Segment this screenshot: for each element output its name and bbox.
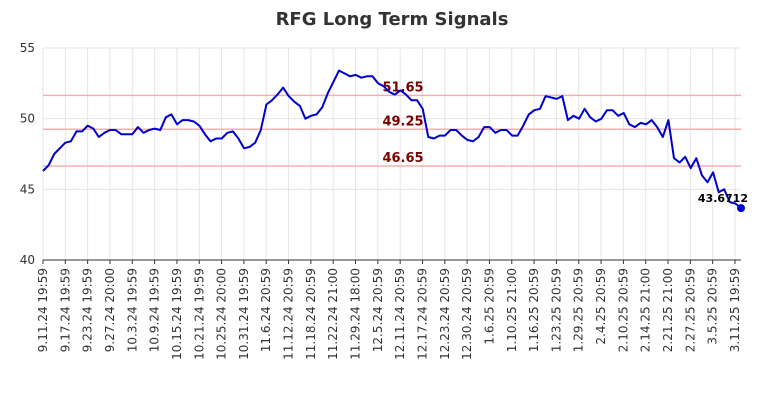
y-tick-label: 40: [20, 253, 35, 267]
x-tick-label: 12.17.24 20:59: [415, 268, 429, 360]
x-tick-label: 11.12.24 20:59: [282, 268, 296, 360]
reference-line-label: 51.65: [382, 80, 423, 95]
x-tick-label: 1.16.25 20:59: [527, 268, 541, 352]
last-value-label: 43.6712: [698, 192, 748, 205]
chart-title: RFG Long Term Signals: [276, 9, 509, 30]
x-tick-label: 10.15.24 19:59: [170, 268, 184, 360]
x-tick-label: 12.30.24 20:59: [460, 268, 474, 360]
x-tick-label: 11.6.24 20:59: [259, 268, 273, 352]
reference-line-label: 49.25: [382, 114, 423, 129]
axes: 40 45 50 55 9.11.24 19:59 9.17.24 19:59 9.23.2…: [20, 41, 742, 360]
x-tick-label: 1.6.25 20:59: [482, 268, 496, 345]
x-tick-label: 10.3.24 19:59: [125, 268, 139, 352]
x-tick-label: 3.5.25 20:59: [706, 268, 720, 345]
x-tick-label: 1.10.25 21:00: [505, 268, 519, 352]
series-layer: [42, 69, 745, 213]
x-tick-label: 11.22.24 21:00: [326, 268, 340, 360]
x-tick-label: 11.29.24 18:00: [349, 268, 363, 360]
x-tick-label: 1.23.25 20:59: [549, 268, 563, 352]
x-tick-label: 10.9.24 19:59: [148, 268, 162, 352]
x-tick-label: 9.27.24 20:00: [103, 268, 117, 352]
x-tick-label: 12.11.24 20:59: [393, 268, 407, 360]
x-tick-label: 10.25.24 20:00: [215, 268, 229, 360]
x-tick-label: 10.31.24 19:59: [237, 268, 251, 360]
grid-layer: [42, 47, 741, 261]
y-tick-label: 55: [20, 41, 35, 55]
x-tick-label: 11.18.24 20:59: [304, 268, 318, 360]
y-tick-label: 50: [20, 112, 35, 126]
last-point-marker: [737, 204, 745, 213]
x-tick-label: 9.23.24 19:59: [81, 268, 95, 352]
x-tick-label: 12.23.24 20:59: [438, 268, 452, 360]
x-tick-label: 2.14.25 21:00: [639, 268, 653, 352]
series-line: [42, 69, 742, 209]
x-tick-label: 2.4.25 20:59: [594, 268, 608, 345]
x-tick-label: 2.21.25 21:00: [661, 268, 675, 352]
reference-line-label: 46.65: [382, 151, 423, 166]
x-tick-label: 2.10.25 20:59: [616, 268, 630, 352]
x-tick-label: 9.11.24 19:59: [36, 268, 50, 352]
y-tick-label: 45: [20, 182, 35, 196]
labels-layer: 43.6712: [698, 192, 748, 205]
x-tick-label: 9.17.24 19:59: [58, 268, 72, 352]
x-tick-label: 2.27.25 20:59: [683, 268, 697, 352]
x-tick-label: 1.29.25 20:59: [572, 268, 586, 352]
x-tick-label: 10.21.24 19:59: [192, 268, 206, 360]
x-tick-label: 3.11.25 19:59: [728, 268, 742, 352]
x-tick-label: 12.5.24 20:59: [371, 268, 385, 352]
